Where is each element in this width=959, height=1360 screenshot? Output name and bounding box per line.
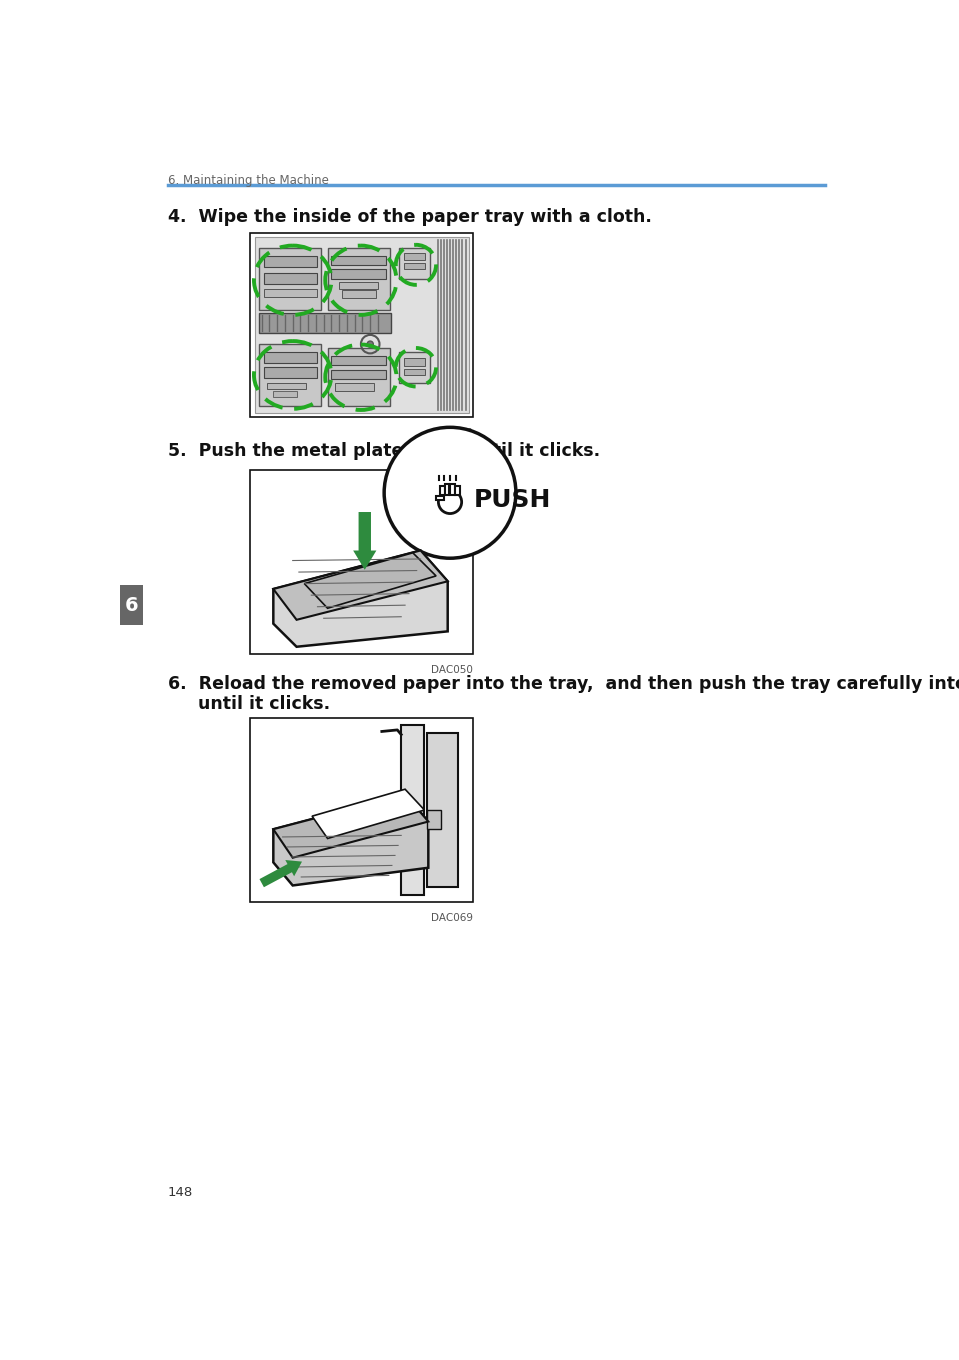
Bar xyxy=(259,248,321,310)
Bar xyxy=(328,248,389,310)
Bar xyxy=(404,369,425,375)
Bar xyxy=(264,367,316,378)
Bar xyxy=(273,392,296,397)
Text: DAC069: DAC069 xyxy=(432,913,474,923)
Bar xyxy=(253,473,470,651)
Text: DAC050: DAC050 xyxy=(432,665,474,676)
Text: 5.  Push the metal plate down until it clicks.: 5. Push the metal plate down until it cl… xyxy=(168,442,600,460)
Bar xyxy=(341,290,376,298)
Bar xyxy=(250,718,474,903)
Bar xyxy=(332,256,386,265)
Text: DAC060: DAC060 xyxy=(432,428,474,438)
Text: 6. Maintaining the Machine: 6. Maintaining the Machine xyxy=(168,174,329,186)
Polygon shape xyxy=(273,551,448,647)
Bar xyxy=(259,313,391,333)
Text: until it clicks.: until it clicks. xyxy=(168,695,330,713)
Circle shape xyxy=(438,491,461,514)
Bar xyxy=(328,348,389,405)
Bar xyxy=(250,469,474,654)
Bar xyxy=(404,264,425,269)
Bar xyxy=(399,352,430,382)
Bar xyxy=(250,233,474,418)
FancyArrow shape xyxy=(353,511,376,570)
Bar xyxy=(253,721,470,899)
Text: 148: 148 xyxy=(168,1186,193,1200)
Bar xyxy=(264,272,316,284)
Bar xyxy=(436,496,444,500)
Bar xyxy=(332,370,386,379)
Bar xyxy=(427,733,457,887)
Bar xyxy=(264,352,316,363)
Text: PUSH: PUSH xyxy=(474,488,550,513)
Polygon shape xyxy=(312,789,425,839)
Bar xyxy=(332,356,386,364)
Circle shape xyxy=(385,427,516,558)
Polygon shape xyxy=(304,552,436,608)
Bar xyxy=(445,484,449,495)
Bar xyxy=(336,384,374,392)
Text: 6.  Reload the removed paper into the tray,  and then push the tray carefully in: 6. Reload the removed paper into the tra… xyxy=(168,676,959,694)
Bar xyxy=(401,725,425,895)
Bar xyxy=(456,486,460,495)
Bar xyxy=(404,358,425,366)
Bar xyxy=(450,484,455,495)
Bar xyxy=(264,256,316,267)
Polygon shape xyxy=(273,794,429,858)
Text: 4.  Wipe the inside of the paper tray with a cloth.: 4. Wipe the inside of the paper tray wit… xyxy=(168,208,652,226)
Bar xyxy=(259,344,321,405)
Bar xyxy=(255,237,469,412)
Polygon shape xyxy=(273,794,429,885)
Text: 6: 6 xyxy=(125,596,138,615)
FancyArrow shape xyxy=(260,860,302,887)
Bar xyxy=(399,248,430,279)
Bar xyxy=(440,486,445,495)
Bar xyxy=(404,253,425,260)
Bar xyxy=(264,290,316,298)
Circle shape xyxy=(367,341,373,347)
Polygon shape xyxy=(273,551,448,620)
Bar xyxy=(268,382,306,389)
Bar xyxy=(427,811,441,830)
Bar xyxy=(120,585,143,626)
Bar xyxy=(339,282,378,290)
Bar xyxy=(332,269,386,279)
